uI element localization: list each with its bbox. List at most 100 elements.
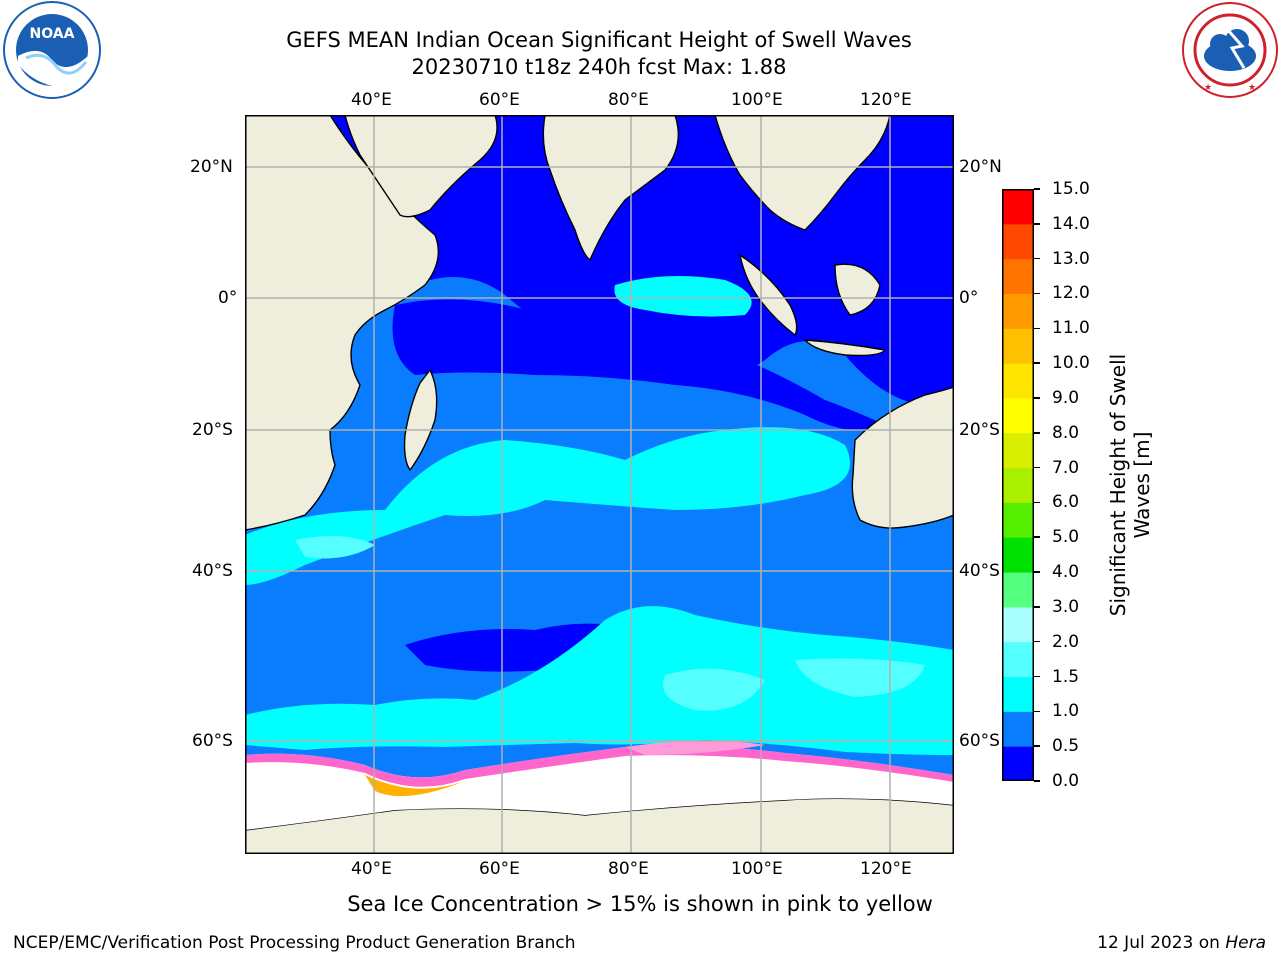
colorbar-segment bbox=[1002, 711, 1034, 747]
colorbar-tick-mark bbox=[1034, 640, 1040, 643]
colorbar-tick-label: 5.0 bbox=[1052, 527, 1080, 548]
bottom-lon-tick-80e: 80°E bbox=[608, 859, 649, 879]
colorbar-tick-mark bbox=[1034, 466, 1040, 469]
colorbar-tick-mark bbox=[1034, 536, 1040, 538]
top-lon-tick-80e: 80°E bbox=[608, 90, 649, 110]
land-masses bbox=[245, 115, 954, 854]
colorbar-segment bbox=[1002, 746, 1034, 781]
swell-band-low-mid bbox=[392, 299, 885, 431]
bottom-lon-tick-100e: 100°E bbox=[731, 859, 783, 879]
colorbar-tick-mark bbox=[1034, 362, 1040, 364]
colorbar-segment bbox=[1002, 363, 1034, 399]
right-lat-tick-40s: 40°S bbox=[959, 561, 1000, 581]
colorbar-tick-label: 12.0 bbox=[1052, 283, 1090, 304]
india-land bbox=[542, 115, 679, 262]
colorbar-segment bbox=[1002, 397, 1034, 434]
sea-ice-caption: Sea Ice Concentration > 15% is shown in … bbox=[347, 892, 933, 916]
colorbar-segment bbox=[1002, 467, 1034, 503]
colorbar-segment bbox=[1002, 223, 1034, 260]
colorbar-tick-mark bbox=[1034, 745, 1040, 747]
colorbar-tick-mark bbox=[1034, 501, 1040, 504]
bottom-lon-tick-40e: 40°E bbox=[351, 859, 392, 879]
colorbar-segment bbox=[1002, 537, 1034, 573]
colorbar-tick-label: 3.0 bbox=[1052, 596, 1080, 617]
colorbar-tick-mark bbox=[1034, 606, 1040, 608]
colorbar-tick-mark bbox=[1034, 257, 1040, 260]
colorbar-tick-mark bbox=[1034, 780, 1040, 782]
borneo-land bbox=[834, 263, 881, 316]
colorbar-segment bbox=[1002, 189, 1034, 225]
colorbar-segment bbox=[1002, 676, 1034, 712]
colorbar-tick-label: 4.0 bbox=[1052, 562, 1080, 583]
colorbar-frame bbox=[1002, 189, 1034, 781]
colorbar-tick-label: 1.5 bbox=[1052, 666, 1080, 687]
madagascar-land bbox=[403, 368, 438, 472]
colorbar-tick-label: 11.0 bbox=[1052, 318, 1090, 339]
noaa-logo: NOAA bbox=[0, 0, 104, 100]
colorbar-label-text: Significant Height of Swell Waves [m] bbox=[1106, 353, 1154, 617]
left-lat-tick-eq: 0° bbox=[218, 288, 238, 308]
colorbar-segment bbox=[1002, 328, 1034, 364]
bottom-lon-tick-120e: 120°E bbox=[860, 859, 912, 879]
right-lat-tick-eq: 0° bbox=[959, 288, 979, 308]
colorbar-tick-label: 7.0 bbox=[1052, 457, 1080, 478]
swell-band-moderate-subtropical bbox=[245, 427, 850, 585]
swell-height-map bbox=[245, 115, 954, 854]
indochina-land bbox=[714, 115, 891, 231]
colorbar-tick-mark bbox=[1034, 675, 1040, 678]
footer-date-text: 12 Jul 2023 on bbox=[1097, 933, 1226, 953]
colorbar-tick-mark bbox=[1034, 432, 1040, 434]
colorbar-segment bbox=[1002, 641, 1034, 678]
top-lon-tick-120e: 120°E bbox=[860, 90, 912, 110]
left-lat-tick-20n: 20°N bbox=[190, 157, 233, 177]
colorbar-tick-mark bbox=[1034, 188, 1040, 190]
sea-ice-field bbox=[245, 745, 954, 830]
sea-ice-edge-orange bbox=[365, 775, 465, 797]
top-lon-tick-40e: 40°E bbox=[351, 90, 392, 110]
swell-band-high-patch-3 bbox=[795, 658, 925, 697]
top-lon-tick-100e: 100°E bbox=[731, 90, 783, 110]
colorbar-tick-label: 2.0 bbox=[1052, 631, 1080, 652]
right-lat-tick-60s: 60°S bbox=[959, 731, 1000, 751]
svg-text:★: ★ bbox=[1204, 83, 1212, 93]
swell-band-moderate-southern bbox=[245, 606, 954, 755]
footer-date: 12 Jul 2023 on Hera bbox=[1097, 933, 1266, 953]
colorbar-tick-label: 14.0 bbox=[1052, 213, 1090, 234]
colorbar-tick-label: 15.0 bbox=[1052, 179, 1090, 199]
arabia-land bbox=[344, 115, 498, 218]
colorbar-tick-mark bbox=[1034, 292, 1040, 295]
top-lon-tick-60e: 60°E bbox=[479, 90, 520, 110]
bottom-lon-tick-60e: 60°E bbox=[479, 859, 520, 879]
colorbar-label: Significant Height of Swell Waves [m] bbox=[1106, 325, 1154, 645]
colorbar-segment bbox=[1002, 293, 1034, 329]
colorbar-tick-label: 0.0 bbox=[1052, 771, 1080, 791]
map-frame bbox=[245, 115, 954, 854]
footer-credit: NCEP/EMC/Verification Post Processing Pr… bbox=[13, 933, 576, 953]
colorbar-segment bbox=[1002, 258, 1034, 294]
colorbar-segments bbox=[1002, 189, 1034, 781]
colorbar-tick-label: 13.0 bbox=[1052, 248, 1090, 269]
colorbar-segment bbox=[1002, 432, 1034, 469]
graticule bbox=[245, 115, 954, 854]
colorbar-tick-mark bbox=[1034, 571, 1040, 573]
right-lat-tick-20s: 20°S bbox=[959, 420, 1000, 440]
colorbar-segment bbox=[1002, 606, 1034, 643]
colorbar-tick-mark bbox=[1034, 223, 1040, 225]
left-lat-tick-60s: 60°S bbox=[192, 731, 233, 751]
footer-host: Hera bbox=[1225, 933, 1266, 953]
colorbar-tick-mark bbox=[1034, 710, 1040, 713]
left-lat-tick-40s: 40°S bbox=[192, 561, 233, 581]
svg-text:★: ★ bbox=[1248, 83, 1256, 93]
colorbar-tick-label: 10.0 bbox=[1052, 353, 1090, 374]
noaa-logo-text: NOAA bbox=[30, 26, 75, 42]
colorbar-tick-label: 8.0 bbox=[1052, 422, 1080, 443]
colorbar-tick-mark bbox=[1034, 327, 1040, 330]
colorbar-segment bbox=[1002, 502, 1034, 538]
australia-land bbox=[851, 386, 954, 529]
sumatra-land bbox=[738, 253, 798, 337]
swell-band-moderate-east bbox=[614, 276, 752, 317]
sea-ice-edge-pink-east bbox=[625, 740, 765, 755]
sea-ice-edge-fringe bbox=[245, 745, 954, 787]
swell-band-high-patch-2 bbox=[663, 668, 765, 711]
right-lat-tick-20n: 20°N bbox=[959, 157, 1002, 177]
